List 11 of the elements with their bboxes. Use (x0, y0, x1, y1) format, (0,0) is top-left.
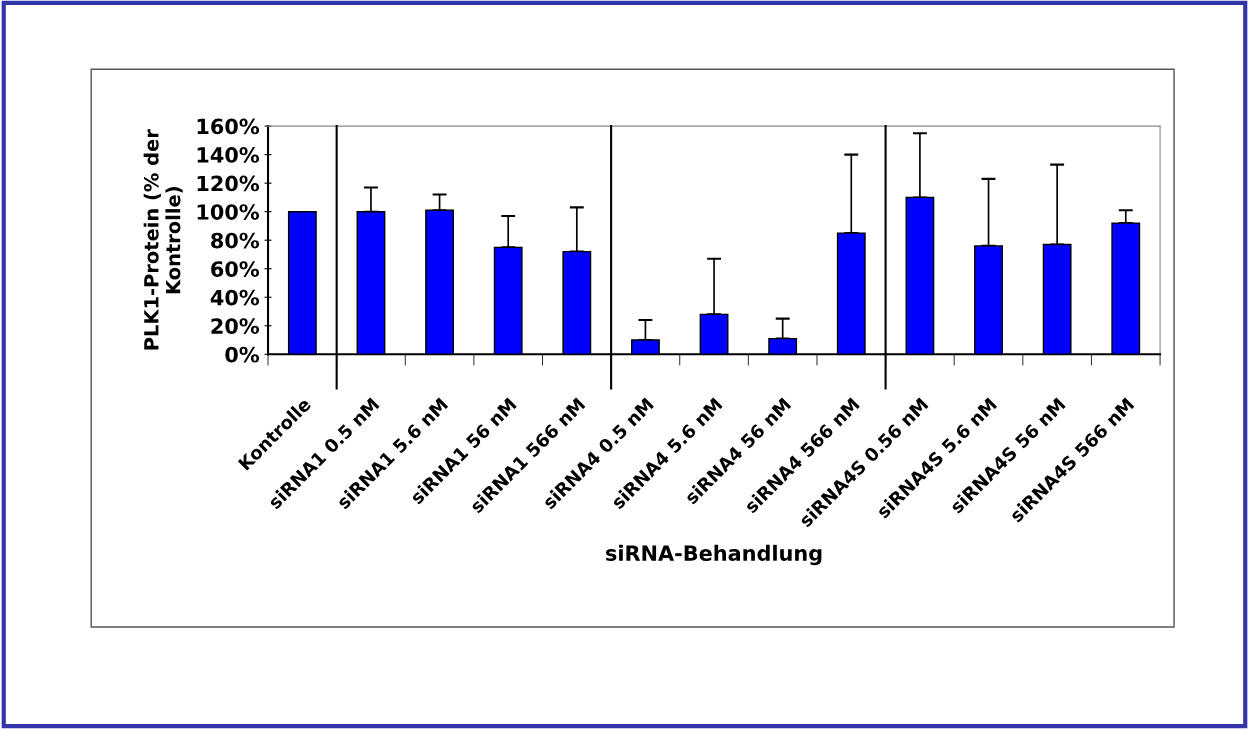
y-tick-label: 140% (197, 147, 260, 163)
y-tick-label: 0% (225, 346, 260, 363)
y-tick-label: 60% (211, 261, 260, 277)
y-tick-label: 160% (197, 118, 260, 135)
y-tick-label: 100% (197, 204, 260, 220)
x-axis-title: siRNA-Behandlung (606, 544, 822, 566)
y-axis-title: PLK1-Protein (% der Kontrolle) (143, 129, 183, 350)
y-tick-label: 120% (197, 175, 260, 192)
y-tick-label: 40% (210, 289, 260, 306)
y-tick-label: 80% (211, 232, 260, 249)
y-tick-label: 20% (211, 318, 260, 334)
